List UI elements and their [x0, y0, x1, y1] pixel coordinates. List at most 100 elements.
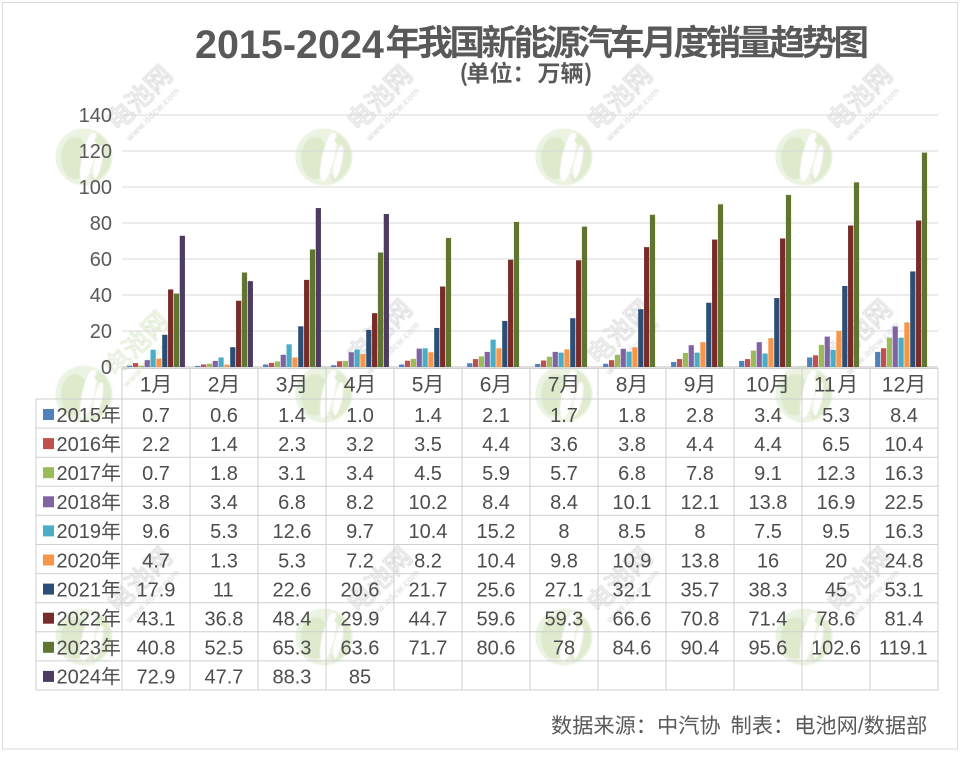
svg-text:22.6: 22.6: [273, 579, 312, 601]
svg-text:7.5: 7.5: [754, 521, 782, 543]
svg-text:2.1: 2.1: [482, 405, 510, 427]
svg-text:4.4: 4.4: [686, 434, 714, 456]
svg-text:10.2: 10.2: [409, 492, 448, 514]
svg-text:78: 78: [553, 638, 575, 660]
svg-text:10.1: 10.1: [613, 492, 652, 514]
svg-text:10.4: 10.4: [409, 521, 448, 543]
svg-text:9.1: 9.1: [754, 463, 782, 485]
svg-text:100: 100: [79, 177, 112, 199]
svg-text:8: 8: [694, 521, 705, 543]
svg-text:1.4: 1.4: [210, 434, 238, 456]
svg-text:80.6: 80.6: [477, 638, 516, 660]
svg-text:4: 4: [344, 374, 356, 397]
svg-text:4.4: 4.4: [754, 434, 782, 456]
svg-text:35.7: 35.7: [681, 579, 720, 601]
svg-text:3.4: 3.4: [210, 492, 238, 514]
svg-text:13.8: 13.8: [681, 550, 720, 572]
svg-text:4.4: 4.4: [482, 434, 510, 456]
svg-text:52.5: 52.5: [205, 638, 244, 660]
svg-text:2: 2: [208, 374, 220, 397]
svg-text:8: 8: [558, 521, 569, 543]
svg-text:12.6: 12.6: [273, 521, 312, 543]
svg-text:9.8: 9.8: [550, 550, 578, 572]
svg-text:6.5: 6.5: [822, 434, 850, 456]
svg-text:2023: 2023: [57, 638, 102, 660]
svg-text:17.9: 17.9: [137, 579, 176, 601]
svg-text:10.4: 10.4: [885, 434, 924, 456]
svg-text:32.1: 32.1: [613, 579, 652, 601]
svg-text:/: /: [858, 715, 864, 738]
svg-text:8.4: 8.4: [482, 492, 510, 514]
svg-text:40.8: 40.8: [137, 638, 176, 660]
svg-text:12.3: 12.3: [817, 463, 856, 485]
svg-text:48.4: 48.4: [273, 609, 312, 631]
svg-text:66.6: 66.6: [613, 609, 652, 631]
svg-text:85: 85: [349, 667, 371, 689]
svg-text:0.7: 0.7: [142, 463, 170, 485]
svg-text:71.4: 71.4: [749, 609, 788, 631]
svg-text:2015: 2015: [57, 405, 102, 427]
svg-text:81.4: 81.4: [885, 609, 924, 631]
svg-text:102.6: 102.6: [811, 638, 861, 660]
svg-text:95.6: 95.6: [749, 638, 788, 660]
svg-text:7.8: 7.8: [686, 463, 714, 485]
svg-text:3.4: 3.4: [754, 405, 782, 427]
svg-text:3.5: 3.5: [414, 434, 442, 456]
svg-text:44.7: 44.7: [409, 609, 448, 631]
svg-text:5.9: 5.9: [482, 463, 510, 485]
svg-text:2020: 2020: [57, 550, 102, 572]
svg-text:2024: 2024: [57, 667, 102, 689]
svg-text:36.8: 36.8: [205, 609, 244, 631]
svg-text:12.1: 12.1: [681, 492, 720, 514]
svg-text:9.5: 9.5: [822, 521, 850, 543]
svg-text:5.3: 5.3: [210, 521, 238, 543]
svg-text:70.8: 70.8: [681, 609, 720, 631]
svg-text:1.7: 1.7: [550, 405, 578, 427]
svg-text:9.6: 9.6: [142, 521, 170, 543]
svg-text:2015-2024: 2015-2024: [195, 23, 384, 67]
svg-text:2016: 2016: [57, 434, 102, 456]
svg-text:7: 7: [548, 374, 560, 397]
svg-text:1: 1: [140, 374, 152, 397]
svg-text:2019: 2019: [57, 521, 102, 543]
svg-text:3.2: 3.2: [346, 434, 374, 456]
svg-text:0.6: 0.6: [210, 405, 238, 427]
svg-text:1.3: 1.3: [210, 550, 238, 572]
svg-text:78.6: 78.6: [817, 609, 856, 631]
svg-text:3.8: 3.8: [142, 492, 170, 514]
svg-text:2022: 2022: [57, 609, 102, 631]
svg-text:11: 11: [814, 374, 836, 397]
svg-text:4.5: 4.5: [414, 463, 442, 485]
svg-text:71.7: 71.7: [409, 638, 448, 660]
svg-text:1.4: 1.4: [278, 405, 306, 427]
svg-text:16: 16: [757, 550, 779, 572]
svg-text:8.4: 8.4: [550, 492, 578, 514]
svg-text:5.3: 5.3: [278, 550, 306, 572]
svg-text:0.7: 0.7: [142, 405, 170, 427]
svg-text:5: 5: [412, 374, 424, 397]
svg-text:88.3: 88.3: [273, 667, 312, 689]
svg-text:3: 3: [276, 374, 288, 397]
svg-text:5.3: 5.3: [822, 405, 850, 427]
svg-text:8.5: 8.5: [618, 521, 646, 543]
svg-text:24.8: 24.8: [885, 550, 924, 572]
svg-text:10.9: 10.9: [613, 550, 652, 572]
svg-text:20: 20: [90, 321, 112, 343]
svg-text:22.5: 22.5: [885, 492, 924, 514]
svg-text:2017: 2017: [57, 463, 102, 485]
svg-text:90.4: 90.4: [681, 638, 720, 660]
svg-text:59.6: 59.6: [477, 609, 516, 631]
svg-text:6.8: 6.8: [618, 463, 646, 485]
svg-text:21.7: 21.7: [409, 579, 448, 601]
svg-text:8.2: 8.2: [346, 492, 374, 514]
svg-text:6.8: 6.8: [278, 492, 306, 514]
svg-text:7.2: 7.2: [346, 550, 374, 572]
svg-text:43.1: 43.1: [137, 609, 176, 631]
svg-text:59.3: 59.3: [545, 609, 584, 631]
svg-text:3.1: 3.1: [278, 463, 306, 485]
svg-text:119.1: 119.1: [879, 638, 928, 660]
svg-text:25.6: 25.6: [477, 579, 516, 601]
svg-text:2021: 2021: [57, 579, 102, 601]
svg-text:10: 10: [746, 374, 769, 397]
svg-text:11: 11: [213, 579, 234, 601]
